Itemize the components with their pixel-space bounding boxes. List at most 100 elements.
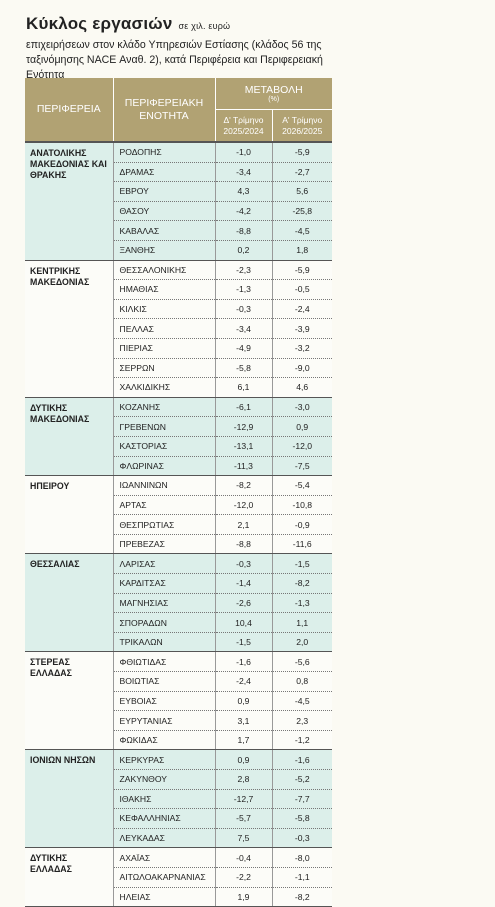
unit-cell: ΚΑΒΑΛΑΣ bbox=[113, 220, 216, 241]
value-cell: -3,2 bbox=[272, 338, 332, 359]
region-cell: ΚΕΝΤΡΙΚΗΣ ΜΑΚΕΔΟΝΙΑΣ bbox=[25, 260, 114, 398]
value-cell: -5,4 bbox=[272, 475, 332, 496]
value-cell: -11,3 bbox=[215, 456, 273, 477]
region-cell: ΣΤΕΡΕΑΣ ΕΛΛΑΔΑΣ bbox=[25, 651, 114, 751]
value-cell: 1,7 bbox=[215, 730, 273, 751]
unit-cell: ΠΕΛΛΑΣ bbox=[113, 318, 216, 339]
unit-cell: ΧΑΛΚΙΔΙΚΗΣ bbox=[113, 377, 216, 398]
table-row: ΑΙΤΩΛΟΑΚΑΡΝΑΝΙΑΣ -2,2 -1,1 bbox=[25, 867, 332, 888]
value-cell: -8,8 bbox=[215, 534, 273, 555]
table-row: ΤΡΙΚΑΛΩΝ -1,5 2,0 bbox=[25, 632, 332, 653]
value-cell: -0,5 bbox=[272, 279, 332, 300]
data-table: ΠΕΡΙΦΕΡΕΙΑ ΠΕΡΙΦΕΡΕΙΑΚΗ ΕΝΟΤΗΤΑ ΜΕΤΑΒΟΛΗ… bbox=[25, 78, 332, 907]
value-cell: -1,6 bbox=[272, 749, 332, 770]
region-cell: ΑΝΑΤΟΛΙΚΗΣ ΜΑΚΕΔΟΝΙΑΣ ΚΑΙ ΘΡΑΚΗΣ bbox=[25, 142, 114, 261]
unit-cell: ΚΙΛΚΙΣ bbox=[113, 299, 216, 320]
value-cell: 2,1 bbox=[215, 514, 273, 535]
table-row: ΠΡΕΒΕΖΑΣ -8,8 -11,6 bbox=[25, 534, 332, 555]
value-cell: -13,1 bbox=[215, 436, 273, 457]
value-cell: -2,2 bbox=[215, 867, 273, 888]
value-cell: -4,2 bbox=[215, 201, 273, 222]
value-cell: 0,9 bbox=[215, 749, 273, 770]
table-row: ΙΘΑΚΗΣ -12,7 -7,7 bbox=[25, 789, 332, 810]
value-cell: -5,9 bbox=[272, 142, 332, 163]
unit-cell: ΞΑΝΘΗΣ bbox=[113, 240, 216, 261]
value-cell: -11,6 bbox=[272, 534, 332, 555]
table-row: ΧΑΛΚΙΔΙΚΗΣ 6,1 4,6 bbox=[25, 377, 332, 398]
value-cell: 6,1 bbox=[215, 377, 273, 398]
value-cell: -2,6 bbox=[215, 593, 273, 614]
region-cell: ΘΕΣΣΑΛΙΑΣ bbox=[25, 553, 114, 653]
table-row: ΒΟΙΩΤΙΑΣ -2,4 0,8 bbox=[25, 671, 332, 692]
title-text: Κύκλος εργασιών bbox=[26, 14, 173, 33]
value-cell: -1,5 bbox=[272, 553, 332, 575]
value-cell: -1,1 bbox=[272, 867, 332, 888]
table-row: ΕΥΒΟΙΑΣ 0,9 -4,5 bbox=[25, 691, 332, 712]
header-row: Δ' Τρίμηνο 2025/2024 Α' Τρίμηνο 2026/202… bbox=[25, 109, 332, 143]
value-cell: -8,2 bbox=[215, 475, 273, 496]
value-cell: 1,8 bbox=[272, 240, 332, 261]
unit-cell: ΕΥΡΥΤΑΝΙΑΣ bbox=[113, 710, 216, 731]
value-cell: 4,6 bbox=[272, 377, 332, 398]
table-row: ΗΜΑΘΙΑΣ -1,3 -0,5 bbox=[25, 279, 332, 300]
column-group-header: ΜΕΤΑΒΟΛΗ (%) bbox=[214, 78, 332, 110]
unit-cell: ΑΙΤΩΛΟΑΚΑΡΝΑΝΙΑΣ bbox=[113, 867, 216, 888]
unit-cell: ΔΡΑΜΑΣ bbox=[113, 162, 216, 183]
value-cell: -0,3 bbox=[272, 828, 332, 849]
table-header: ΠΕΡΙΦΕΡΕΙΑ ΠΕΡΙΦΕΡΕΙΑΚΗ ΕΝΟΤΗΤΑ ΜΕΤΑΒΟΛΗ… bbox=[25, 78, 332, 143]
unit-cell: ΤΡΙΚΑΛΩΝ bbox=[113, 632, 216, 653]
table-row: ΘΑΣΟΥ -4,2 -25,8 bbox=[25, 201, 332, 222]
unit-cell: ΠΡΕΒΕΖΑΣ bbox=[113, 534, 216, 555]
unit-cell: ΠΙΕΡΙΑΣ bbox=[113, 338, 216, 359]
unit-cell: ΙΩΑΝΝΙΝΩΝ bbox=[113, 475, 216, 496]
value-cell: -3,4 bbox=[215, 162, 273, 183]
value-cell: -1,4 bbox=[215, 573, 273, 594]
table-row: ΔΡΑΜΑΣ -3,4 -2,7 bbox=[25, 162, 332, 183]
value-cell: -0,3 bbox=[215, 299, 273, 320]
table-row: ΞΑΝΘΗΣ 0,2 1,8 bbox=[25, 240, 332, 261]
value-cell: 2,0 bbox=[272, 632, 332, 653]
unit-cell: ΦΩΚΙΔΑΣ bbox=[113, 730, 216, 751]
table-row: ΚΕΝΤΡΙΚΗΣ ΜΑΚΕΔΟΝΙΑΣ ΘΕΣΣΑΛΟΝΙΚΗΣ -2,3 -5,9 bbox=[25, 260, 332, 398]
value-cell: 0,8 bbox=[272, 671, 332, 692]
value-cell: 0,2 bbox=[215, 240, 273, 261]
table-row: ΣΕΡΡΩΝ -5,8 -9,0 bbox=[25, 358, 332, 379]
unit-cell: ΕΒΡΟΥ bbox=[113, 181, 216, 202]
value-cell: 2,8 bbox=[215, 769, 273, 790]
unit-cell: ΚΑΡΔΙΤΣΑΣ bbox=[113, 573, 216, 594]
region-cell: ΔΥΤΙΚΗΣ ΜΑΚΕΔΟΝΙΑΣ bbox=[25, 397, 114, 477]
value-cell: -12,9 bbox=[215, 416, 273, 437]
table-row: ΗΠΕΙΡΟΥ ΙΩΑΝΝΙΝΩΝ -8,2 -5,4 bbox=[25, 475, 332, 555]
unit-cell: ΛΕΥΚΑΔΑΣ bbox=[113, 828, 216, 849]
value-cell: 7,5 bbox=[215, 828, 273, 849]
unit-cell: ΑΡΤΑΣ bbox=[113, 495, 216, 516]
value-cell: 4,3 bbox=[215, 181, 273, 202]
unit-cell: ΘΕΣΠΡΩΤΙΑΣ bbox=[113, 514, 216, 535]
unit-cell: ΗΛΕΙΑΣ bbox=[113, 887, 216, 907]
table-row: ΘΕΣΠΡΩΤΙΑΣ 2,1 -0,9 bbox=[25, 514, 332, 535]
table-row: ΘΕΣΣΑΛΙΑΣ ΛΑΡΙΣΑΣ -0,3 -1,5 bbox=[25, 553, 332, 653]
unit-cell: ΒΟΙΩΤΙΑΣ bbox=[113, 671, 216, 692]
value-cell: -7,7 bbox=[272, 789, 332, 810]
value-cell: -5,7 bbox=[215, 808, 273, 829]
value-cell: -1,5 bbox=[215, 632, 273, 653]
value-cell: -25,8 bbox=[272, 201, 332, 222]
table-row: ΔΥΤΙΚΗΣ ΕΛΛΑΔΑΣ ΑΧΑΪΑΣ -0,4 -8,0 bbox=[25, 847, 332, 907]
table-row: ΕΒΡΟΥ 4,3 5,6 bbox=[25, 181, 332, 202]
value-cell: -7,5 bbox=[272, 456, 332, 477]
value-cell: -5,6 bbox=[272, 651, 332, 673]
unit-cell: ΘΑΣΟΥ bbox=[113, 201, 216, 222]
value-cell: -3,0 bbox=[272, 397, 332, 418]
unit-cell: ΘΕΣΣΑΛΟΝΙΚΗΣ bbox=[113, 260, 216, 281]
unit-cell: ΚΕΡΚΥΡΑΣ bbox=[113, 749, 216, 770]
region-cell: ΗΠΕΙΡΟΥ bbox=[25, 475, 114, 555]
value-cell: 0,9 bbox=[272, 416, 332, 437]
unit-cell: ΙΘΑΚΗΣ bbox=[113, 789, 216, 810]
column-header: ΠΕΡΙΦΕΡΕΙΑ bbox=[25, 78, 113, 143]
value-cell: -3,9 bbox=[272, 318, 332, 339]
unit-cell: ΑΧΑΪΑΣ bbox=[113, 847, 216, 868]
unit-cell: ΚΕΦΑΛΛΗΝΙΑΣ bbox=[113, 808, 216, 829]
unit-cell: ΚΟΖΑΝΗΣ bbox=[113, 397, 216, 418]
unit-cell: ΡΟΔΟΠΗΣ bbox=[113, 142, 216, 163]
